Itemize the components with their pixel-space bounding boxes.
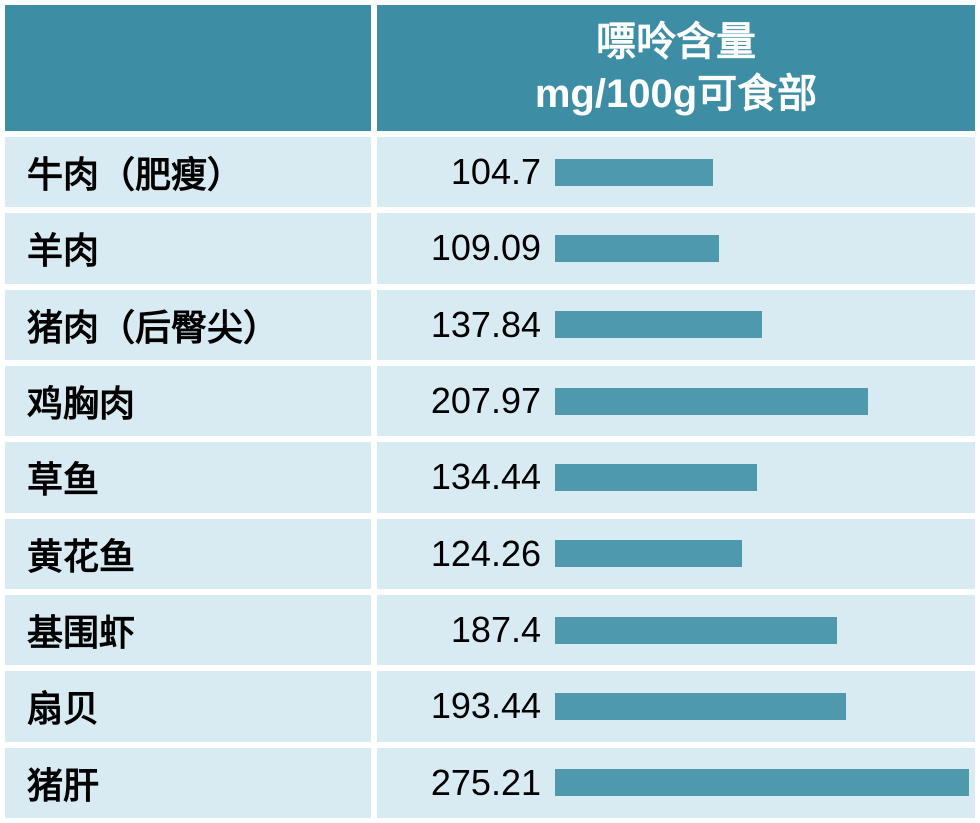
value-bar: [555, 311, 763, 339]
food-label: 牛肉（肥瘦）: [5, 137, 371, 208]
food-label: 鸡胸肉: [5, 365, 371, 437]
purine-value: 134.44: [430, 456, 541, 498]
value-bar: [555, 234, 720, 262]
bar-track: [555, 616, 969, 644]
value-cell: 275.21: [377, 747, 975, 818]
purine-value: 124.26: [430, 532, 541, 574]
table-row: 猪肉（后臀尖） 137.84: [5, 289, 975, 360]
table-row: 猪肝 275.21: [5, 747, 975, 818]
value-cell: 207.97: [377, 365, 975, 437]
value-cell: 109.09: [377, 213, 975, 284]
table-row: 黄花鱼 124.26: [5, 518, 975, 589]
table-header-row: 嘌呤含量 mg/100g可食部: [5, 5, 975, 131]
purine-value: 275.21: [430, 761, 541, 803]
purine-value: 207.97: [430, 380, 541, 422]
value-bar: [555, 692, 846, 720]
purine-value: 104.7: [450, 151, 541, 193]
bar-track: [555, 158, 969, 186]
food-label: 扇贝: [5, 671, 371, 742]
header-corner-cell: [5, 5, 371, 131]
table-row: 羊肉 109.09: [5, 213, 975, 284]
purine-value: 109.09: [430, 227, 541, 269]
purine-value: 187.4: [450, 609, 541, 651]
value-cell: 187.4: [377, 594, 975, 666]
table-row: 草鱼 134.44: [5, 442, 975, 513]
bar-track: [555, 463, 969, 491]
table-row: 鸡胸肉 207.97: [5, 365, 975, 437]
table-body: 牛肉（肥瘦） 104.7 羊肉 109.09 猪肉（后臀尖） 137.84 鸡胸肉 207.9…: [5, 137, 975, 818]
food-label: 基围虾: [5, 594, 371, 666]
bar-track: [555, 692, 969, 720]
header-title-cell: 嘌呤含量 mg/100g可食部: [377, 5, 975, 131]
value-cell: 137.84: [377, 289, 975, 360]
food-label: 草鱼: [5, 442, 371, 513]
table-row: 牛肉（肥瘦） 104.7: [5, 137, 975, 208]
bar-track: [555, 540, 969, 568]
food-label: 黄花鱼: [5, 518, 371, 589]
purine-value: 137.84: [430, 303, 541, 345]
value-bar: [555, 540, 742, 568]
value-bar: [555, 387, 868, 415]
header-title-line2: mg/100g可食部: [534, 72, 818, 116]
table-row: 扇贝 193.44: [5, 671, 975, 742]
value-cell: 134.44: [377, 442, 975, 513]
value-cell: 193.44: [377, 671, 975, 742]
value-cell: 104.7: [377, 137, 975, 208]
purine-value: 193.44: [430, 685, 541, 727]
bar-track: [555, 234, 969, 262]
value-bar: [555, 769, 969, 797]
bar-track: [555, 311, 969, 339]
value-bar: [555, 616, 837, 644]
bar-track: [555, 387, 969, 415]
value-cell: 124.26: [377, 518, 975, 589]
header-title-line1: 嘌呤含量: [596, 20, 756, 64]
food-label: 羊肉: [5, 213, 371, 284]
value-bar: [555, 463, 758, 491]
bar-track: [555, 769, 969, 797]
food-label: 猪肝: [5, 747, 371, 818]
value-bar: [555, 158, 713, 186]
food-label: 猪肉（后臀尖）: [5, 289, 371, 360]
table-row: 基围虾 187.4: [5, 594, 975, 666]
